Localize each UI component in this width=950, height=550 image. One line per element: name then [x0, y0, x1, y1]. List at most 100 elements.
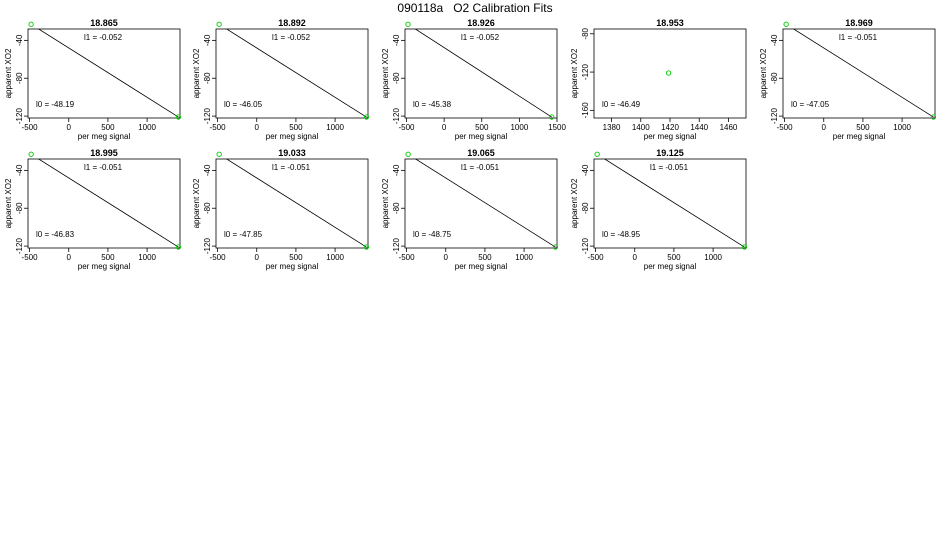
slope-annotation: l1 = -0.052	[272, 33, 311, 42]
y-axis-title: apparent XO2	[4, 178, 13, 228]
y-tick-label: -80	[581, 27, 590, 39]
y-axis-title: apparent XO2	[759, 48, 768, 98]
y-tick-label: -120	[392, 108, 401, 125]
plot-area	[37, 29, 179, 118]
fit-line	[414, 159, 556, 248]
intercept-annotation: l0 = -45.38	[413, 100, 452, 109]
x-tick-label: -500	[210, 253, 227, 262]
slope-annotation: l1 = -0.051	[84, 163, 123, 172]
calibration-plot: 18.969 -500 0 500 1000 -40 -80 -120 per meg sign…	[759, 18, 937, 141]
x-tick-label: -500	[777, 123, 794, 132]
calibration-plot: 19.125 -500 0 500 1000 -40 -80 -120 per meg sign…	[570, 148, 748, 271]
fit-line	[792, 29, 934, 118]
y-tick-label: -120	[581, 238, 590, 255]
x-tick-label: 1000	[138, 123, 156, 132]
x-tick-label: 1000	[893, 123, 911, 132]
calibration-plot: 18.926 -500 0 500 1000 1500 -40 -80 -120 per meg …	[381, 18, 566, 141]
x-tick-label: 500	[478, 253, 492, 262]
slope-annotation: l1 = -0.052	[461, 33, 500, 42]
x-axis-title: per meg signal	[266, 132, 319, 141]
x-tick-label: 0	[444, 253, 449, 262]
plot-frame	[593, 158, 747, 249]
x-tick-label: -500	[22, 123, 39, 132]
panel-title: 18.953	[656, 18, 684, 28]
x-tick-label: 1000	[704, 253, 722, 262]
x-tick-label: 500	[101, 253, 115, 262]
y-tick-label: -120	[203, 238, 212, 255]
panel-title: 18.995	[90, 148, 118, 158]
fit-line	[37, 159, 179, 248]
calibration-panel-19.065: 19.065 -500 0 500 1000 -40 -80 -120 per meg sign…	[377, 146, 567, 278]
y-tick-label: -80	[15, 202, 24, 214]
y-axis-title: apparent XO2	[381, 48, 390, 98]
plot-frame	[782, 28, 936, 119]
data-point	[665, 70, 672, 76]
data-point	[363, 114, 370, 120]
fit-line	[225, 29, 367, 118]
y-tick-label: -40	[15, 34, 24, 46]
data-point	[28, 21, 34, 27]
calibration-panel-18.865: 18.865 -500 0 500 1000 -40 -80 -120 per meg sign…	[0, 16, 190, 148]
calibration-panel-18.969: 18.969 -500 0 500 1000 -40 -80 -120 per meg sign…	[755, 16, 945, 148]
y-tick-label: -80	[770, 72, 779, 84]
fit-line	[225, 159, 367, 248]
slope-annotation: l1 = -0.051	[650, 163, 689, 172]
x-axis-title: per meg signal	[455, 262, 508, 271]
y-tick-label: -80	[203, 72, 212, 84]
y-tick-label: -80	[392, 202, 401, 214]
data-point	[549, 114, 555, 120]
x-tick-label: 1000	[515, 253, 533, 262]
data-point	[552, 244, 559, 250]
x-tick-label: 0	[442, 123, 447, 132]
y-tick-label: -120	[203, 108, 212, 125]
data-point	[741, 244, 748, 250]
x-tick-label: 0	[633, 253, 638, 262]
calibration-plot: 19.033 -500 0 500 1000 -40 -80 -120 per meg sign…	[192, 148, 370, 271]
slope-annotation: l1 = -0.051	[839, 33, 878, 42]
y-tick-label: -40	[203, 164, 212, 176]
calibration-plot: 18.953 1380 1400 1420 1440 1460 -80 -120 -160 per…	[570, 18, 747, 141]
data-point	[216, 21, 222, 27]
data-point	[363, 244, 370, 250]
y-tick-label: -80	[15, 72, 24, 84]
y-tick-label: -40	[203, 34, 212, 46]
data-point	[405, 21, 411, 27]
data-point	[783, 21, 789, 27]
x-tick-label: 0	[255, 123, 260, 132]
x-tick-label: 1000	[510, 123, 528, 132]
x-tick-label: 0	[67, 123, 72, 132]
fit-line	[603, 159, 745, 248]
x-tick-label: 500	[101, 123, 115, 132]
x-tick-label: -500	[588, 253, 605, 262]
plot-area	[603, 159, 745, 248]
calibration-plot: 19.065 -500 0 500 1000 -40 -80 -120 per meg sign…	[381, 148, 559, 271]
x-tick-label: 1000	[326, 253, 344, 262]
x-tick-label: 1380	[603, 123, 621, 132]
x-tick-label: 0	[822, 123, 827, 132]
data-point	[930, 114, 937, 120]
fit-line	[37, 29, 179, 118]
plot-area	[225, 29, 367, 118]
calibration-plot: 18.892 -500 0 500 1000 -40 -80 -120 per meg sign…	[192, 18, 370, 141]
calibration-panel-18.926: 18.926 -500 0 500 1000 1500 -40 -80 -120 per meg …	[377, 16, 567, 148]
x-tick-label: 1440	[690, 123, 708, 132]
calibration-panel-19.125: 19.125 -500 0 500 1000 -40 -80 -120 per meg sign…	[566, 146, 756, 278]
panel-title: 18.865	[90, 18, 118, 28]
y-tick-label: -160	[581, 102, 590, 119]
data-point	[594, 151, 600, 157]
x-axis-title: per meg signal	[78, 132, 131, 141]
intercept-annotation: l0 = -47.05	[791, 100, 830, 109]
y-tick-label: -120	[770, 108, 779, 125]
plot-frame	[27, 28, 181, 119]
y-axis-title: apparent XO2	[192, 178, 201, 228]
calibration-panel-18.995: 18.995 -500 0 500 1000 -40 -80 -120 per meg sign…	[0, 146, 190, 278]
calibration-panel-19.033: 19.033 -500 0 500 1000 -40 -80 -120 per meg sign…	[188, 146, 378, 278]
y-tick-label: -40	[15, 164, 24, 176]
x-tick-label: -500	[22, 253, 39, 262]
calibration-panel-18.953: 18.953 1380 1400 1420 1440 1460 -80 -120 -160 per…	[566, 16, 756, 148]
y-tick-label: -120	[581, 64, 590, 81]
slope-annotation: l1 = -0.051	[461, 163, 500, 172]
intercept-annotation: l0 = -48.19	[36, 100, 75, 109]
x-tick-label: 500	[289, 123, 303, 132]
x-tick-label: 500	[667, 253, 681, 262]
